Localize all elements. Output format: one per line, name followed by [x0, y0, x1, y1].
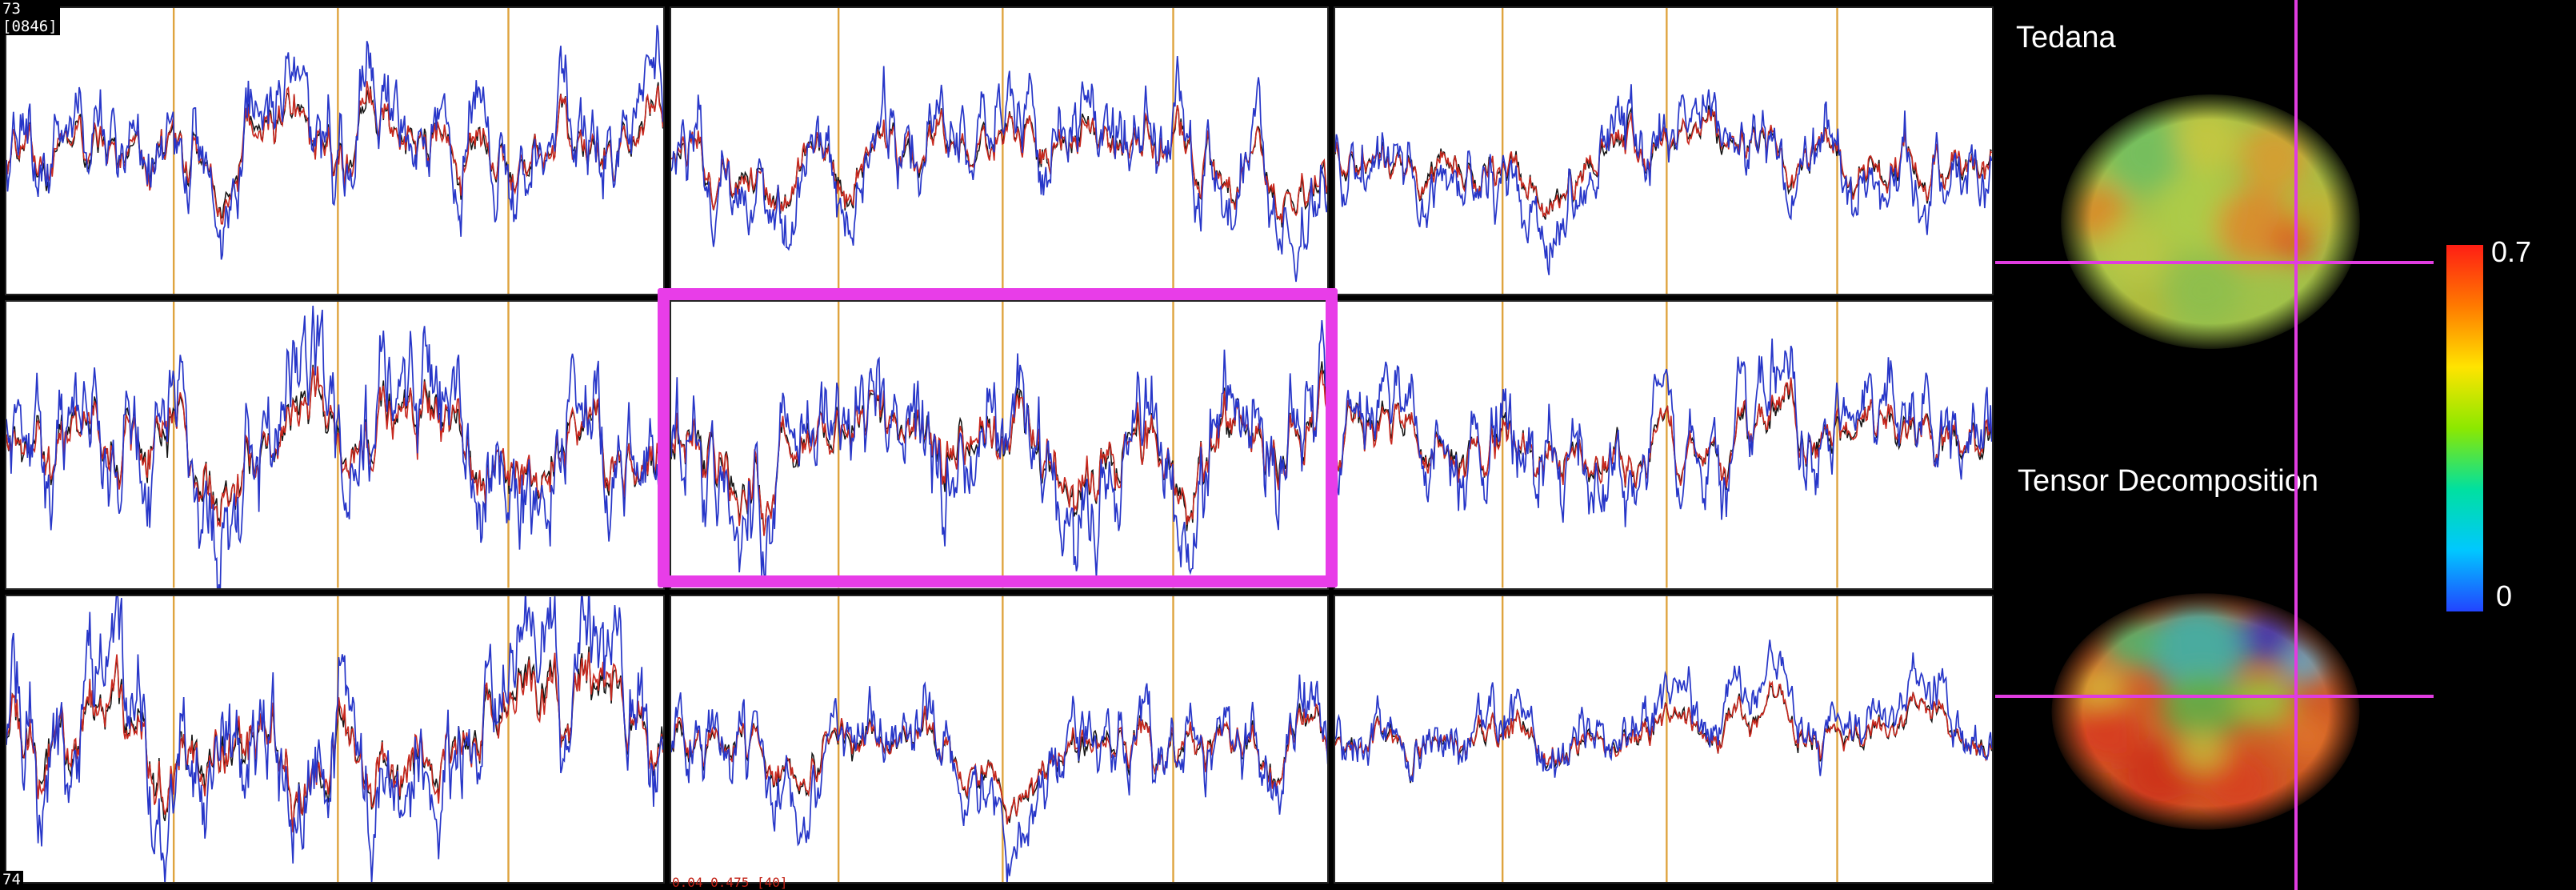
colorbar-max-label: 0.7 — [2491, 235, 2532, 268]
colorbar-min-label: 0 — [2496, 579, 2513, 612]
timeseries-panel-r1c2[interactable] — [1334, 300, 1994, 590]
timeseries-panel-r0c2[interactable] — [1334, 6, 1994, 296]
colorbar-gradient — [2446, 245, 2483, 611]
timeseries-panel-r2c0[interactable] — [5, 594, 665, 884]
brain-overlay-panel: Tedana Tensor Decomposition 0.7 0 — [1994, 0, 2576, 890]
timeseries-panel-r2c2[interactable] — [1334, 594, 1994, 884]
crosshair-horizontal-line-top[interactable] — [1995, 261, 2434, 264]
timeseries-panel-r2c1[interactable] — [669, 594, 1330, 884]
timeseries-panel-r0c0[interactable] — [5, 6, 665, 296]
timeseries-panel-r1c0[interactable] — [5, 300, 665, 590]
crosshair-vertical-line[interactable] — [2294, 0, 2298, 890]
timeseries-panel-r1c1[interactable] — [669, 300, 1330, 590]
graph-scale-top-line1: 73 — [2, 0, 21, 18]
graph-bottom-annotation: 0.04 0.475 [40] — [672, 875, 788, 890]
colorbar: 0.7 0 — [2446, 235, 2531, 612]
tedana-brain-slice[interactable] — [2050, 86, 2371, 357]
graph-scale-label-top: 73 [0846] — [0, 0, 60, 35]
tensor-decomposition-label: Tensor Decomposition — [2018, 464, 2318, 498]
timeseries-panel-r0c1[interactable] — [669, 6, 1330, 296]
crosshair-horizontal-line-bottom[interactable] — [1995, 695, 2434, 698]
timeseries-grid — [5, 6, 1994, 884]
tensor-decomposition-brain-slice[interactable] — [2040, 586, 2371, 837]
graph-scale-top-line2: [0846] — [2, 18, 58, 35]
tedana-label: Tedana — [2016, 21, 2116, 54]
graph-scale-label-bottom: 74 — [0, 871, 23, 888]
